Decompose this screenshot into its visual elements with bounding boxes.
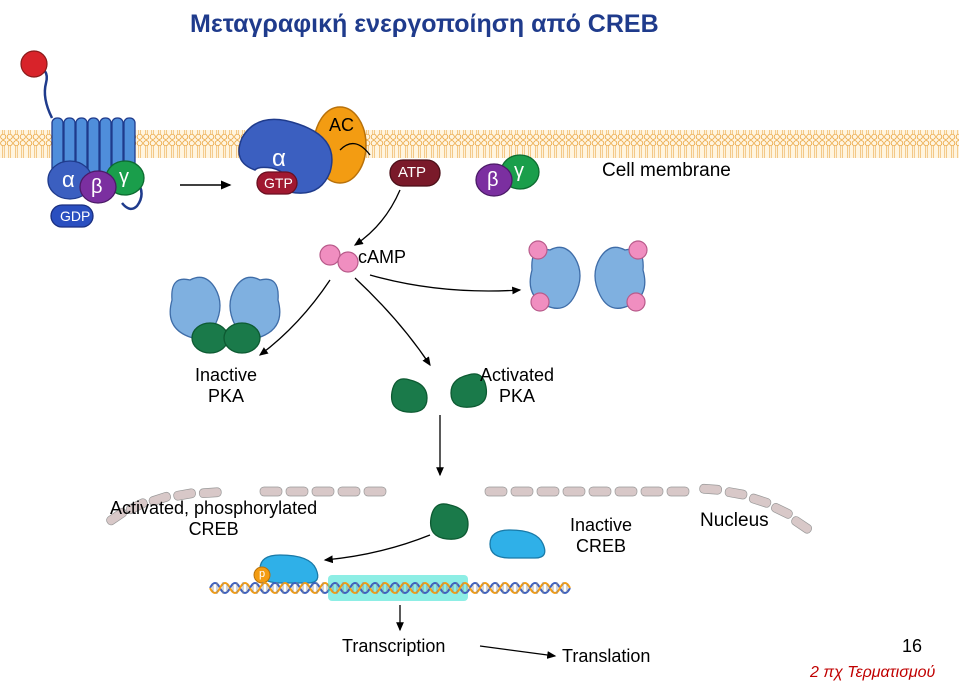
ac-label: AC: [329, 115, 354, 136]
inactive-pka-icon: [170, 277, 280, 353]
p-label: p: [259, 568, 265, 580]
nucleus-label: Nucleus: [700, 510, 769, 532]
activated-pka-regulatory-icon: [529, 241, 647, 311]
activated-creb-label: Activated, phosphorylated CREB: [110, 498, 317, 540]
ligand-icon: [21, 51, 47, 77]
page-title: Μεταγραφική ενεργοποίηση από CREB: [190, 10, 659, 39]
camp-label: cAMP: [358, 247, 406, 268]
translation-label: Translation: [562, 646, 650, 667]
atp-label: ATP: [398, 164, 426, 181]
cell-membrane-label: Cell membrane: [602, 160, 731, 182]
activated-pka-label: Activated PKA: [480, 365, 554, 407]
beta2-label: β: [487, 169, 499, 192]
arrow-icon: [355, 190, 400, 245]
gamma2-label: γ: [514, 160, 524, 183]
camp-icon: [320, 245, 358, 272]
page-number: 16: [902, 636, 922, 657]
inactive-pka-label: Inactive PKA: [195, 365, 257, 407]
catalytic-nucleus-icon: [431, 504, 468, 539]
activated-pka-catalytic-icon: [392, 374, 487, 412]
gamma-label: γ: [119, 166, 129, 189]
gdp-label: GDP: [60, 208, 90, 224]
gtp-label: GTP: [264, 175, 293, 191]
transcription-label: Transcription: [342, 636, 445, 657]
inactive-creb-icon: [490, 530, 545, 558]
beta-label: β: [91, 176, 103, 199]
beta-gamma-dimer-icon: [476, 155, 539, 196]
lipid-bilayer: [0, 130, 959, 158]
alpha-label: α: [62, 167, 75, 193]
alpha2-label: α: [272, 145, 286, 173]
footer-label: 2 πχ Τερματισμού: [810, 664, 935, 682]
inactive-creb-label: Inactive CREB: [570, 515, 632, 557]
